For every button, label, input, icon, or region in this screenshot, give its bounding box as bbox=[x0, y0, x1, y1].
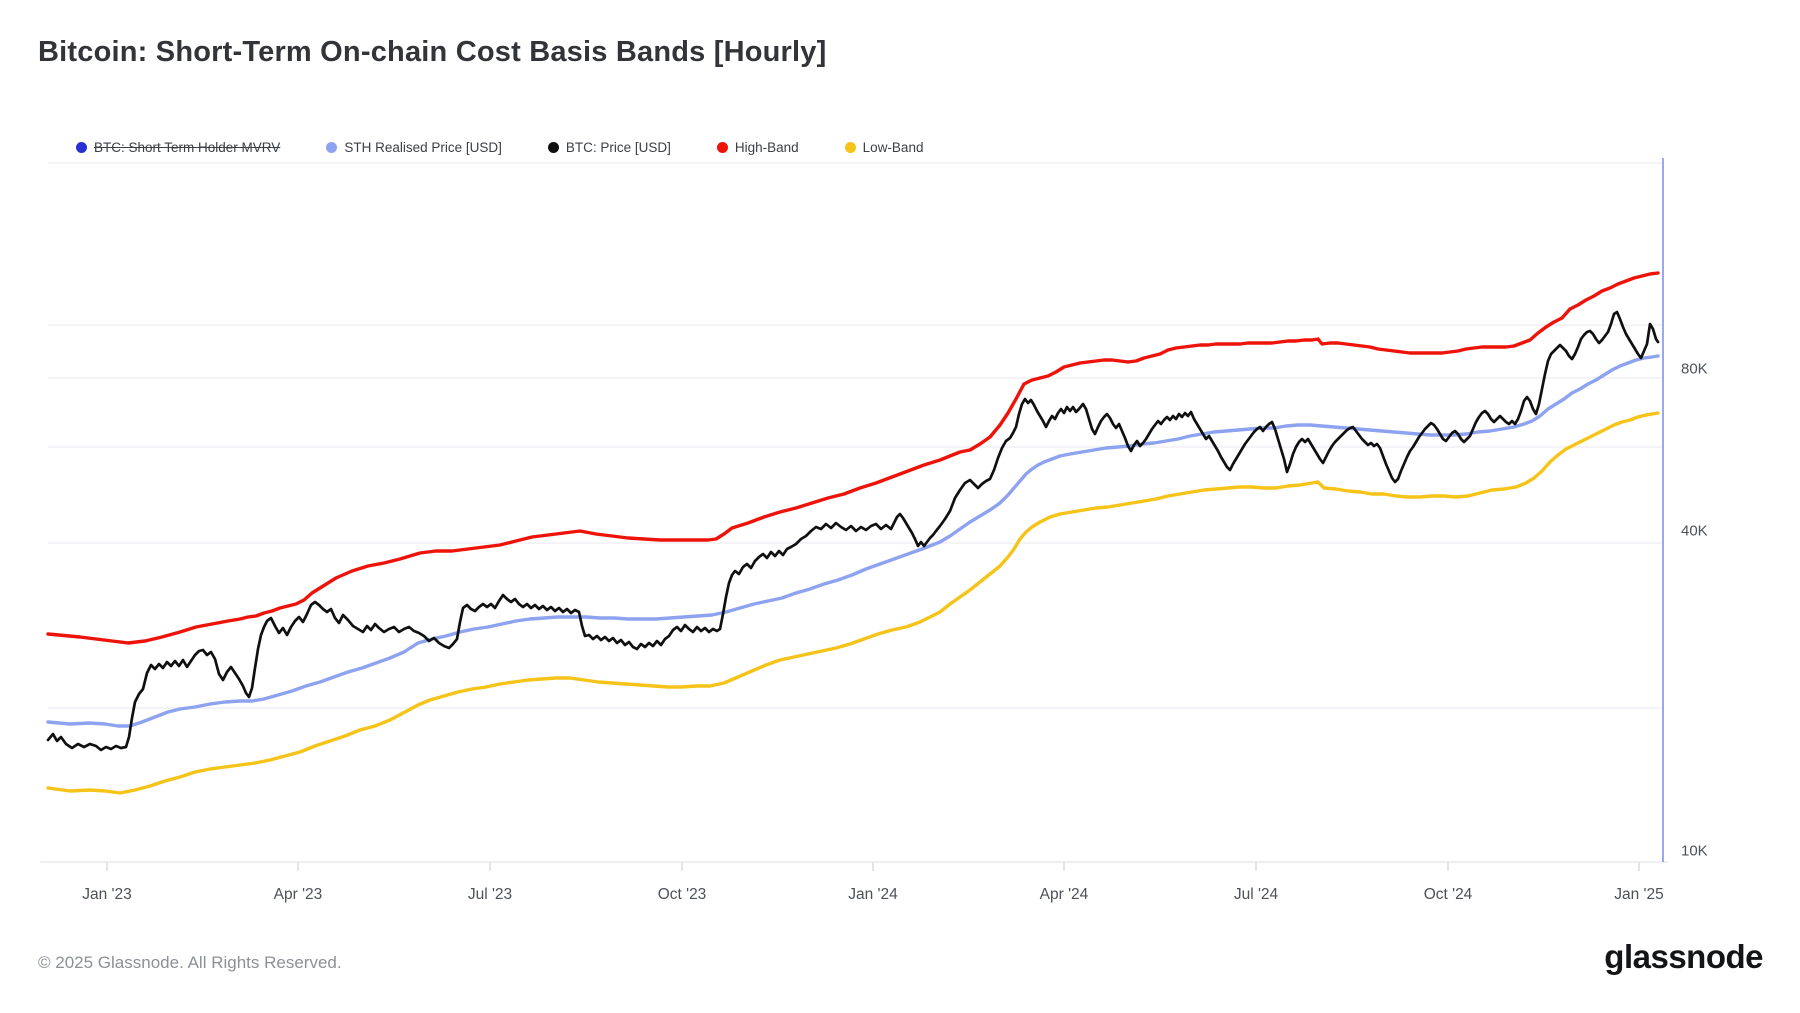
legend-dot-icon bbox=[716, 142, 728, 153]
x-axis-label: Jan '25 bbox=[1614, 886, 1664, 903]
legend-label: High-Band bbox=[734, 140, 799, 155]
legend-item-sth-mvrv[interactable]: BTC: Short Term Holder MVRV bbox=[76, 140, 280, 155]
y-axis-label-40k: 40K bbox=[1681, 522, 1708, 540]
legend-dot-icon bbox=[76, 142, 87, 153]
x-axis-label: Oct '24 bbox=[1423, 886, 1473, 903]
x-axis-label: Jan '23 bbox=[82, 886, 132, 903]
legend-item-low-band[interactable]: Low-Band bbox=[844, 140, 924, 155]
x-axis-label: Oct '23 bbox=[657, 886, 707, 903]
x-axis-label: Jul '23 bbox=[467, 886, 513, 903]
series-high-band bbox=[46, 271, 1660, 645]
x-axis-label: Apr '24 bbox=[1039, 886, 1089, 903]
legend-item-sth-realised-price[interactable]: STH Realised Price [USD] bbox=[326, 140, 502, 155]
legend: BTC: Short Term Holder MVRV STH Realised… bbox=[76, 140, 923, 155]
copyright-text: © 2025 Glassnode. All Rights Reserved. bbox=[38, 953, 342, 972]
series-sth-realised-price bbox=[46, 354, 1660, 728]
x-axis-label: Jan '24 bbox=[848, 886, 898, 903]
page-title: Bitcoin: Short-Term On-chain Cost Basis … bbox=[38, 36, 827, 68]
legend-item-high-band[interactable]: High-Band bbox=[716, 140, 799, 155]
legend-label: Low-Band bbox=[862, 140, 924, 155]
legend-label: BTC: Short Term Holder MVRV bbox=[94, 140, 281, 155]
y-axis-label-80k: 80K bbox=[1681, 360, 1708, 378]
series-low-band bbox=[46, 411, 1660, 795]
legend-item-btc-price[interactable]: BTC: Price [USD] bbox=[547, 140, 671, 155]
legend-label: BTC: Price [USD] bbox=[565, 140, 671, 155]
series-btc-price bbox=[46, 310, 1660, 752]
legend-dot-icon bbox=[326, 142, 338, 153]
legend-dot-icon bbox=[547, 142, 559, 153]
y-axis-label-10k: 10K bbox=[1681, 842, 1708, 860]
x-axis-label: Jul '24 bbox=[1233, 886, 1279, 903]
x-axis-label: Apr '23 bbox=[273, 886, 323, 903]
legend-dot-icon bbox=[844, 142, 856, 153]
legend-label: STH Realised Price [USD] bbox=[344, 140, 502, 155]
glassnode-logo: glassnode bbox=[1604, 938, 1763, 975]
